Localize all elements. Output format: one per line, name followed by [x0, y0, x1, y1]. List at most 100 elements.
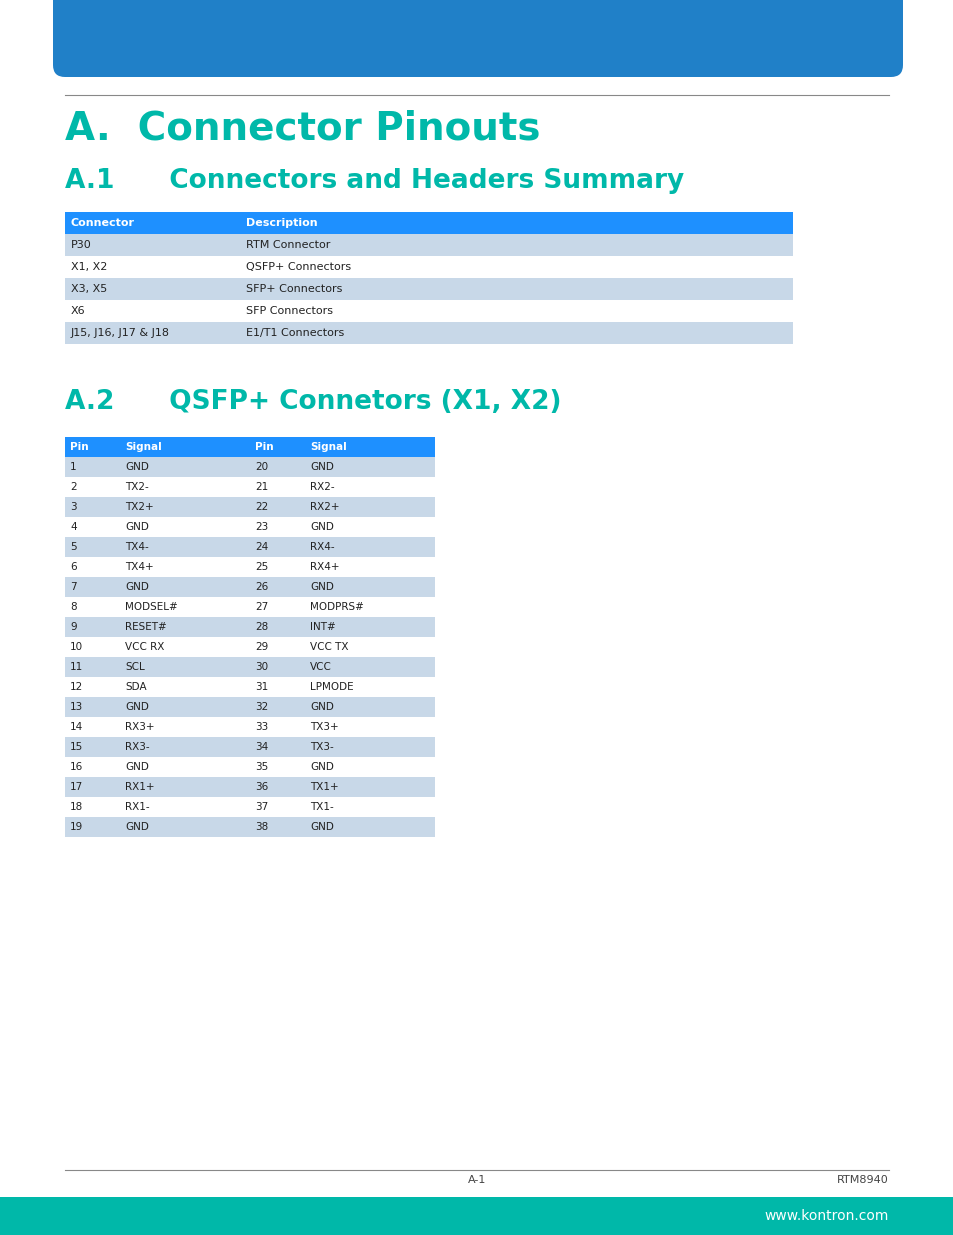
Text: INT#: INT#	[310, 622, 335, 632]
Text: Connector: Connector	[71, 219, 135, 228]
Text: 11: 11	[70, 662, 83, 672]
Bar	[65, 300, 792, 322]
Text: 23: 23	[254, 522, 268, 532]
Text: GND: GND	[125, 701, 149, 713]
Text: LPMODE: LPMODE	[310, 682, 354, 692]
Text: 17: 17	[70, 782, 83, 792]
Text: 31: 31	[254, 682, 268, 692]
Text: 33: 33	[254, 722, 268, 732]
Text: A.  Connector Pinouts: A. Connector Pinouts	[65, 110, 540, 148]
Text: QSFP+ Connectors: QSFP+ Connectors	[246, 262, 351, 272]
Text: GND: GND	[310, 462, 334, 472]
Text: 14: 14	[70, 722, 83, 732]
Text: 20: 20	[254, 462, 268, 472]
Text: RX4+: RX4+	[310, 562, 339, 572]
Text: 8: 8	[70, 601, 76, 613]
Bar	[65, 737, 435, 757]
Text: TX4+: TX4+	[125, 562, 153, 572]
Text: 18: 18	[70, 802, 83, 811]
Text: 13: 13	[70, 701, 83, 713]
Text: 4: 4	[70, 522, 76, 532]
Text: 35: 35	[254, 762, 268, 772]
Text: Signal: Signal	[125, 442, 162, 452]
Text: GND: GND	[310, 522, 334, 532]
Bar	[65, 657, 435, 677]
Text: VCC: VCC	[310, 662, 332, 672]
Text: RX3+: RX3+	[125, 722, 154, 732]
Text: TX4-: TX4-	[125, 542, 149, 552]
Text: 32: 32	[254, 701, 268, 713]
Text: X1, X2: X1, X2	[71, 262, 108, 272]
Text: 1: 1	[70, 462, 76, 472]
Text: 22: 22	[254, 501, 268, 513]
Bar	[65, 797, 435, 818]
Text: RESET#: RESET#	[125, 622, 167, 632]
Text: MODPRS#: MODPRS#	[310, 601, 363, 613]
Text: RX4-: RX4-	[310, 542, 335, 552]
Text: 7: 7	[70, 582, 76, 592]
Text: TX2-: TX2-	[125, 482, 149, 492]
Text: GND: GND	[125, 462, 149, 472]
Bar	[65, 477, 435, 496]
Bar	[65, 618, 435, 637]
Bar	[120, 437, 250, 457]
Text: 3: 3	[70, 501, 76, 513]
Text: GND: GND	[125, 762, 149, 772]
Text: Pin: Pin	[70, 442, 89, 452]
Text: TX1+: TX1+	[310, 782, 338, 792]
Bar	[65, 322, 792, 345]
Text: www.kontron.com: www.kontron.com	[763, 1209, 888, 1223]
Bar	[65, 677, 435, 697]
Text: RX2+: RX2+	[310, 501, 339, 513]
Bar	[65, 577, 435, 597]
Text: 16: 16	[70, 762, 83, 772]
Text: VCC TX: VCC TX	[310, 642, 348, 652]
Text: 29: 29	[254, 642, 268, 652]
Text: 37: 37	[254, 802, 268, 811]
Text: A-1: A-1	[467, 1174, 486, 1186]
Bar	[65, 256, 792, 278]
Text: Description: Description	[246, 219, 317, 228]
Text: SFP+ Connectors: SFP+ Connectors	[246, 284, 342, 294]
Text: 9: 9	[70, 622, 76, 632]
Text: GND: GND	[310, 823, 334, 832]
Bar	[65, 517, 435, 537]
Text: SCL: SCL	[125, 662, 145, 672]
Text: RTM8940: RTM8940	[837, 1174, 888, 1186]
Text: 34: 34	[254, 742, 268, 752]
Text: TX1-: TX1-	[310, 802, 334, 811]
Text: 10: 10	[70, 642, 83, 652]
Text: 30: 30	[254, 662, 268, 672]
Bar	[65, 818, 435, 837]
Text: P30: P30	[71, 240, 91, 249]
Bar	[65, 496, 435, 517]
Bar	[65, 278, 792, 300]
Bar	[65, 557, 435, 577]
FancyBboxPatch shape	[53, 0, 902, 77]
Text: RTM Connector: RTM Connector	[246, 240, 330, 249]
Text: VCC RX: VCC RX	[125, 642, 164, 652]
Text: X6: X6	[71, 306, 86, 316]
Text: GND: GND	[125, 582, 149, 592]
Text: Signal: Signal	[310, 442, 346, 452]
Text: 26: 26	[254, 582, 268, 592]
Bar	[65, 212, 792, 233]
Text: 2: 2	[70, 482, 76, 492]
Text: SDA: SDA	[125, 682, 147, 692]
Text: GND: GND	[125, 522, 149, 532]
Text: A.1      Connectors and Headers Summary: A.1 Connectors and Headers Summary	[65, 168, 683, 194]
Text: GND: GND	[310, 762, 334, 772]
Text: 24: 24	[254, 542, 268, 552]
Text: TX3+: TX3+	[310, 722, 338, 732]
Text: 28: 28	[254, 622, 268, 632]
Text: GND: GND	[310, 582, 334, 592]
Text: 38: 38	[254, 823, 268, 832]
Text: MODSEL#: MODSEL#	[125, 601, 177, 613]
Bar	[305, 437, 435, 457]
Text: TX2+: TX2+	[125, 501, 153, 513]
Bar	[65, 718, 435, 737]
Text: RX2-: RX2-	[310, 482, 335, 492]
Text: 21: 21	[254, 482, 268, 492]
Text: TX3-: TX3-	[310, 742, 334, 752]
Bar	[65, 757, 435, 777]
